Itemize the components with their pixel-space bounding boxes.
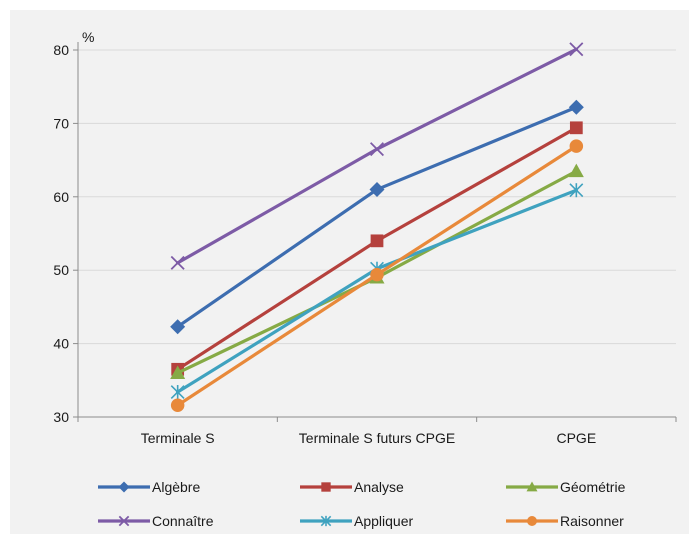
legend-item: Appliquer (300, 513, 413, 529)
legend-marker (118, 481, 130, 493)
series-4 (170, 42, 584, 270)
axes: 30 40 50 60 70 80% Terminale S Terminale S futu… (53, 29, 677, 446)
y-tick-label: 50 (53, 262, 69, 278)
data-point (569, 139, 584, 153)
legend-label: Raisonner (560, 513, 624, 529)
legend-item: Connaître (98, 513, 214, 529)
legend-marker (526, 481, 538, 492)
legend-label: Analyse (354, 479, 404, 495)
y-axis-label: % (82, 29, 94, 45)
legend-label: Algèbre (152, 479, 200, 495)
series-2 (171, 121, 583, 376)
legend-label: Géométrie (560, 479, 626, 495)
y-tick-label: 40 (53, 336, 69, 352)
legend-item: Algèbre (98, 479, 200, 495)
data-point (370, 234, 384, 248)
line-chart: 30 40 50 60 70 80% Terminale S Terminale S futu… (53, 29, 677, 529)
legend-marker (320, 515, 332, 527)
series-1 (170, 99, 584, 335)
legend-marker (118, 515, 130, 527)
y-tick-label: 30 (53, 409, 69, 425)
data-point (170, 255, 185, 270)
legend-marker (321, 482, 331, 492)
data-point (170, 398, 185, 413)
series-5 (170, 183, 584, 400)
y-tick-label: 80 (53, 42, 69, 58)
y-tick-label: 60 (53, 189, 69, 205)
data-point (170, 365, 186, 379)
series-line (176, 126, 578, 371)
data-point (569, 121, 583, 135)
data-point (369, 142, 385, 157)
legend-item: Raisonner (506, 513, 624, 529)
data-point (370, 267, 384, 282)
legend-item: Géométrie (506, 479, 626, 495)
x-tick-label: Terminale S futurs CPGE (299, 430, 455, 446)
data-point (568, 99, 584, 115)
data-point (568, 163, 584, 178)
series-line (176, 105, 578, 329)
legend-item: Analyse (300, 479, 404, 495)
chart-area: 30 40 50 60 70 80% Terminale S Terminale S futu… (10, 10, 689, 534)
series-6 (170, 139, 584, 413)
series-line (176, 188, 578, 394)
legend-label: Connaître (152, 513, 214, 529)
y-tick-label: 70 (53, 115, 69, 131)
data-point (369, 181, 385, 197)
x-tick-label: CPGE (556, 430, 596, 446)
data-point (569, 42, 584, 57)
series-lines (170, 42, 584, 413)
data-point (170, 319, 186, 335)
data-point (170, 385, 185, 400)
legend: Algèbre Analyse Géométrie Connaître Applique… (98, 479, 626, 529)
legend-marker (527, 516, 537, 526)
data-point (569, 183, 584, 198)
x-tick-label: Terminale S (141, 430, 215, 446)
series-line (176, 47, 578, 265)
legend-label: Appliquer (354, 513, 413, 529)
